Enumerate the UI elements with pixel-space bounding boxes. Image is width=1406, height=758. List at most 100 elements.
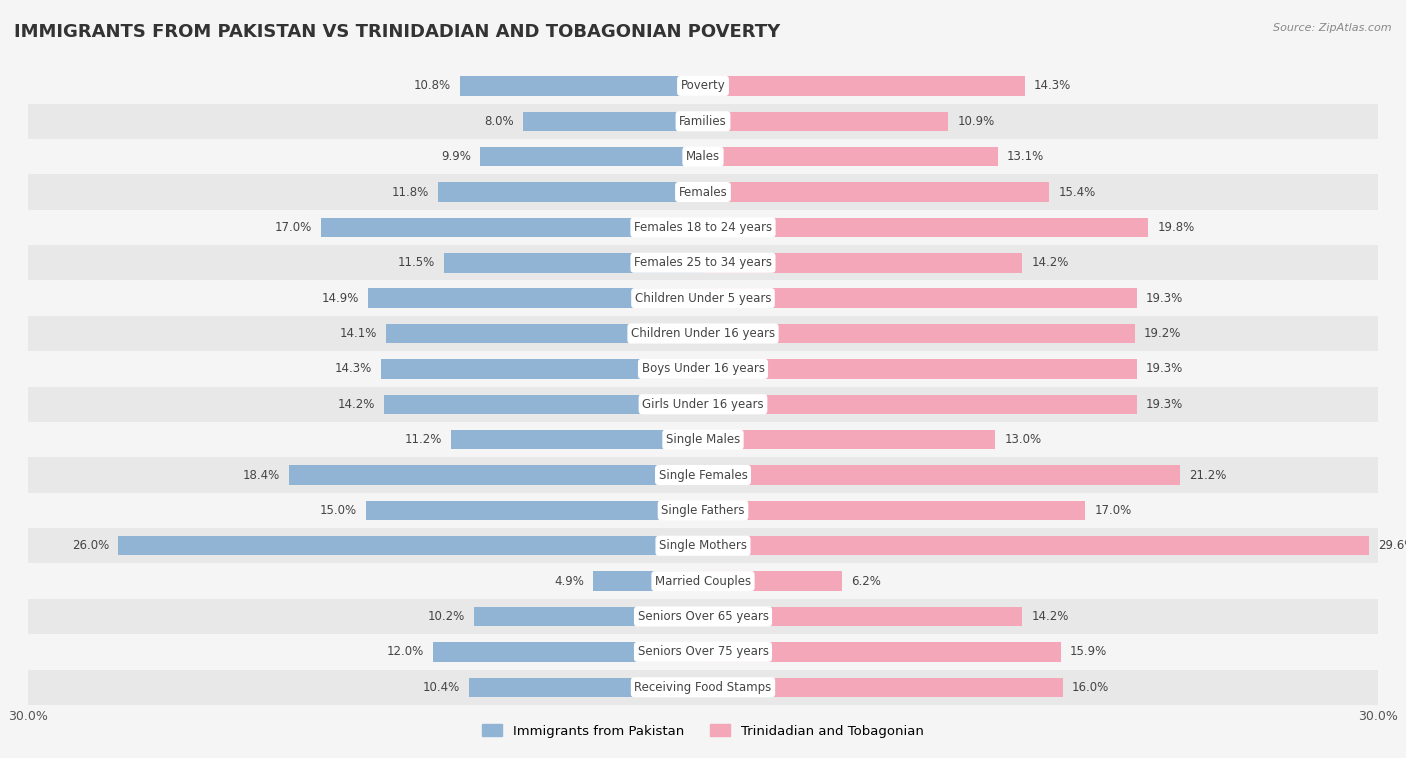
- Text: Seniors Over 75 years: Seniors Over 75 years: [637, 645, 769, 659]
- Bar: [28, 422, 1378, 457]
- Text: 15.9%: 15.9%: [1070, 645, 1107, 659]
- Text: 11.5%: 11.5%: [398, 256, 436, 269]
- Text: Poverty: Poverty: [681, 80, 725, 92]
- Bar: [444, 253, 703, 273]
- Bar: [28, 316, 1378, 351]
- Bar: [703, 395, 1137, 414]
- Bar: [703, 183, 1049, 202]
- Bar: [366, 501, 703, 520]
- Bar: [321, 218, 703, 237]
- Bar: [28, 68, 1378, 104]
- Bar: [28, 139, 1378, 174]
- Bar: [28, 634, 1378, 669]
- Bar: [28, 669, 1378, 705]
- Text: 19.3%: 19.3%: [1146, 362, 1184, 375]
- Text: Single Females: Single Females: [658, 468, 748, 481]
- Text: Children Under 5 years: Children Under 5 years: [634, 292, 772, 305]
- Bar: [481, 147, 703, 167]
- Bar: [385, 324, 703, 343]
- Text: 26.0%: 26.0%: [72, 539, 110, 553]
- Text: 14.1%: 14.1%: [339, 327, 377, 340]
- Bar: [28, 387, 1378, 422]
- Bar: [451, 430, 703, 449]
- Text: 4.9%: 4.9%: [554, 575, 583, 587]
- Bar: [703, 147, 998, 167]
- Text: 15.4%: 15.4%: [1059, 186, 1095, 199]
- Text: 14.9%: 14.9%: [322, 292, 359, 305]
- Text: Females 18 to 24 years: Females 18 to 24 years: [634, 221, 772, 234]
- Bar: [703, 430, 995, 449]
- Bar: [703, 359, 1137, 379]
- Text: 16.0%: 16.0%: [1071, 681, 1109, 694]
- Bar: [703, 536, 1369, 556]
- Text: 19.8%: 19.8%: [1157, 221, 1195, 234]
- Bar: [290, 465, 703, 485]
- Text: IMMIGRANTS FROM PAKISTAN VS TRINIDADIAN AND TOBAGONIAN POVERTY: IMMIGRANTS FROM PAKISTAN VS TRINIDADIAN …: [14, 23, 780, 41]
- Bar: [703, 253, 1022, 273]
- Text: 13.1%: 13.1%: [1007, 150, 1043, 163]
- Bar: [703, 77, 1025, 96]
- Text: 29.6%: 29.6%: [1378, 539, 1406, 553]
- Text: 11.2%: 11.2%: [405, 433, 441, 446]
- Bar: [460, 77, 703, 96]
- Text: 10.2%: 10.2%: [427, 610, 464, 623]
- Bar: [28, 210, 1378, 245]
- Text: Single Fathers: Single Fathers: [661, 504, 745, 517]
- Text: 17.0%: 17.0%: [1094, 504, 1132, 517]
- Text: 13.0%: 13.0%: [1004, 433, 1042, 446]
- Bar: [28, 104, 1378, 139]
- Bar: [381, 359, 703, 379]
- Text: 12.0%: 12.0%: [387, 645, 425, 659]
- Bar: [28, 563, 1378, 599]
- Bar: [703, 678, 1063, 697]
- Text: 10.9%: 10.9%: [957, 114, 994, 128]
- Text: 17.0%: 17.0%: [274, 221, 312, 234]
- Text: 19.3%: 19.3%: [1146, 292, 1184, 305]
- Bar: [28, 493, 1378, 528]
- Text: Source: ZipAtlas.com: Source: ZipAtlas.com: [1274, 23, 1392, 33]
- Bar: [368, 289, 703, 308]
- Text: 19.3%: 19.3%: [1146, 398, 1184, 411]
- Bar: [703, 607, 1022, 626]
- Text: 18.4%: 18.4%: [243, 468, 280, 481]
- Bar: [28, 457, 1378, 493]
- Text: 6.2%: 6.2%: [852, 575, 882, 587]
- Legend: Immigrants from Pakistan, Trinidadian and Tobagonian: Immigrants from Pakistan, Trinidadian an…: [477, 719, 929, 743]
- Bar: [28, 280, 1378, 316]
- Text: Children Under 16 years: Children Under 16 years: [631, 327, 775, 340]
- Text: 21.2%: 21.2%: [1189, 468, 1226, 481]
- Text: 8.0%: 8.0%: [485, 114, 515, 128]
- Bar: [437, 183, 703, 202]
- Text: 14.2%: 14.2%: [337, 398, 374, 411]
- Bar: [703, 642, 1060, 662]
- Text: 15.0%: 15.0%: [319, 504, 357, 517]
- Bar: [28, 174, 1378, 210]
- Text: Seniors Over 65 years: Seniors Over 65 years: [637, 610, 769, 623]
- Text: 10.8%: 10.8%: [413, 80, 451, 92]
- Bar: [523, 111, 703, 131]
- Text: Boys Under 16 years: Boys Under 16 years: [641, 362, 765, 375]
- Bar: [703, 218, 1149, 237]
- Text: 14.3%: 14.3%: [335, 362, 373, 375]
- Bar: [28, 351, 1378, 387]
- Bar: [703, 289, 1137, 308]
- Text: 14.2%: 14.2%: [1032, 256, 1069, 269]
- Bar: [28, 599, 1378, 634]
- Bar: [470, 678, 703, 697]
- Bar: [474, 607, 703, 626]
- Text: Married Couples: Married Couples: [655, 575, 751, 587]
- Bar: [703, 465, 1180, 485]
- Text: 9.9%: 9.9%: [441, 150, 471, 163]
- Bar: [28, 245, 1378, 280]
- Text: Single Mothers: Single Mothers: [659, 539, 747, 553]
- Text: 19.2%: 19.2%: [1144, 327, 1181, 340]
- Bar: [118, 536, 703, 556]
- Bar: [703, 324, 1135, 343]
- Bar: [593, 572, 703, 591]
- Bar: [433, 642, 703, 662]
- Text: 11.8%: 11.8%: [391, 186, 429, 199]
- Bar: [384, 395, 703, 414]
- Text: Females: Females: [679, 186, 727, 199]
- Text: 14.3%: 14.3%: [1033, 80, 1071, 92]
- Text: Girls Under 16 years: Girls Under 16 years: [643, 398, 763, 411]
